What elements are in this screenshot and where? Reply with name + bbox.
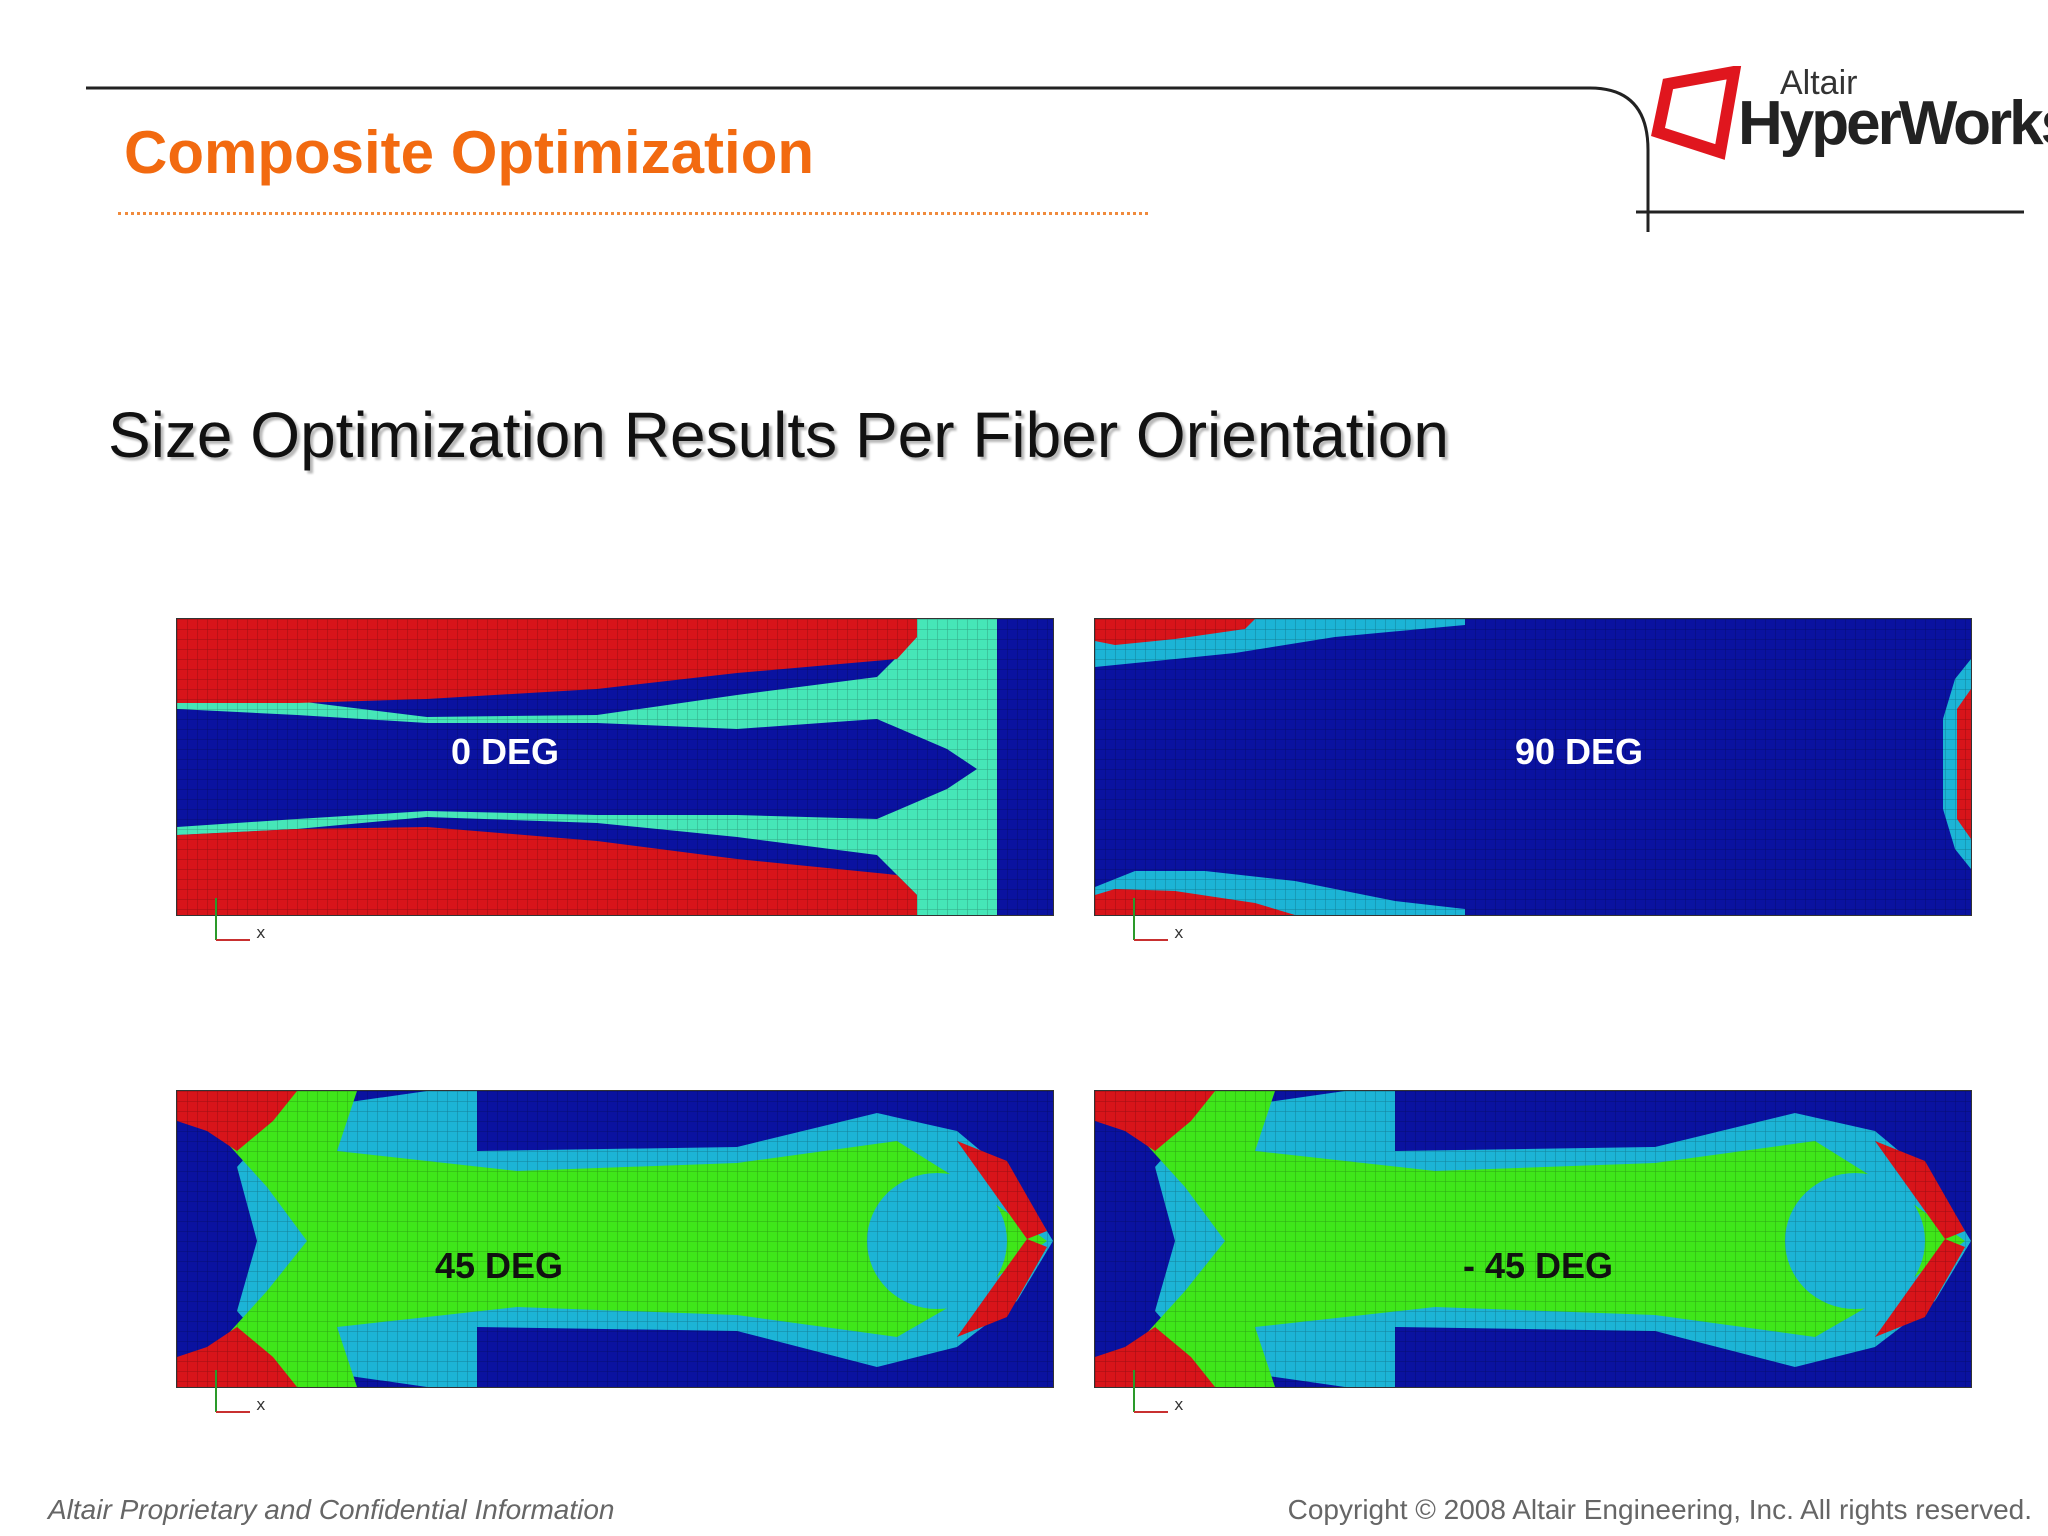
mesh-plot-45-deg (177, 1091, 1053, 1387)
panel-label-0-deg: 0 DEG (451, 731, 560, 772)
mesh-plot-90-deg (1095, 619, 1971, 915)
page-title: Composite Optimization (124, 119, 814, 186)
axis-triad-icon: x (1133, 898, 1184, 942)
panel-label-45-deg: 45 DEG (435, 1245, 564, 1286)
altair-hyperworks-logo: Altair HyperWorks (1650, 60, 2048, 170)
result-panel-90-deg: 90 DEG (1094, 618, 1972, 916)
header-frame-lines (86, 86, 2024, 232)
logo-brand-large: HyperWorks (1738, 89, 2048, 158)
result-panel-neg-45-deg: - 45 DEG (1094, 1090, 1972, 1388)
axis-triad-icon: x (1133, 1370, 1184, 1414)
result-panel-45-deg: 45 DEG (176, 1090, 1054, 1388)
result-panel-0-deg: 0 DEG (176, 618, 1054, 916)
axis-triad-icon: x (215, 1370, 266, 1414)
axis-label-x: x (1174, 923, 1184, 942)
panel-label-90-deg: 90 DEG (1515, 731, 1644, 772)
footer-confidential-notice: Altair Proprietary and Confidential Info… (48, 1494, 615, 1525)
axis-label-x: x (256, 1395, 266, 1414)
title-underline (118, 212, 1148, 215)
footer-copyright: Copyright © 2008 Altair Engineering, Inc… (1287, 1494, 2032, 1525)
axis-triad-icon: x (215, 898, 266, 942)
mesh-plot-0-deg (177, 619, 1053, 915)
panel-label-neg-45-deg: - 45 DEG (1463, 1245, 1614, 1286)
axis-label-x: x (256, 923, 266, 942)
slide-subtitle: Size Optimization Results Per Fiber Orie… (108, 399, 1449, 471)
altair-logo-mark-icon (1651, 66, 1742, 160)
logo-brand-small: Altair (1780, 64, 1858, 102)
axis-label-x: x (1174, 1395, 1184, 1414)
mesh-plot-neg-45-deg (1095, 1091, 1971, 1387)
